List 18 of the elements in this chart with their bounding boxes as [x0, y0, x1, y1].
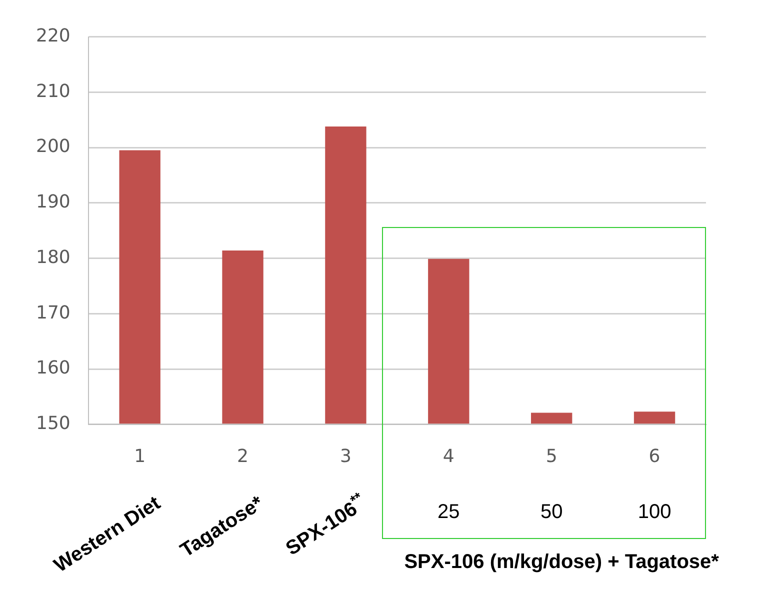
x-tick-label: 6 — [648, 446, 660, 467]
text: 50 — [540, 500, 563, 523]
y-tick-label: 150 — [36, 413, 70, 434]
x-tick-label: 5 — [546, 446, 558, 467]
y-tick-label: 220 — [36, 25, 70, 46]
x-tick-label: 4 — [442, 446, 454, 467]
y-tick-label: 170 — [36, 302, 70, 324]
y-tick-label: 180 — [36, 246, 70, 268]
text: SPX-106 (m/kg/dose) + Tagatose* — [404, 550, 720, 573]
text: 25 — [438, 500, 460, 523]
y-tick-label: 210 — [36, 80, 70, 102]
text: 100 — [638, 500, 672, 523]
y-tick-label: 160 — [36, 358, 70, 379]
y-tick-label: 190 — [36, 192, 70, 213]
x-tick-label: 1 — [134, 446, 146, 467]
y-tick-label: 200 — [36, 136, 70, 158]
x-tick-label: 3 — [340, 446, 352, 467]
x-tick-label: 2 — [237, 446, 248, 467]
